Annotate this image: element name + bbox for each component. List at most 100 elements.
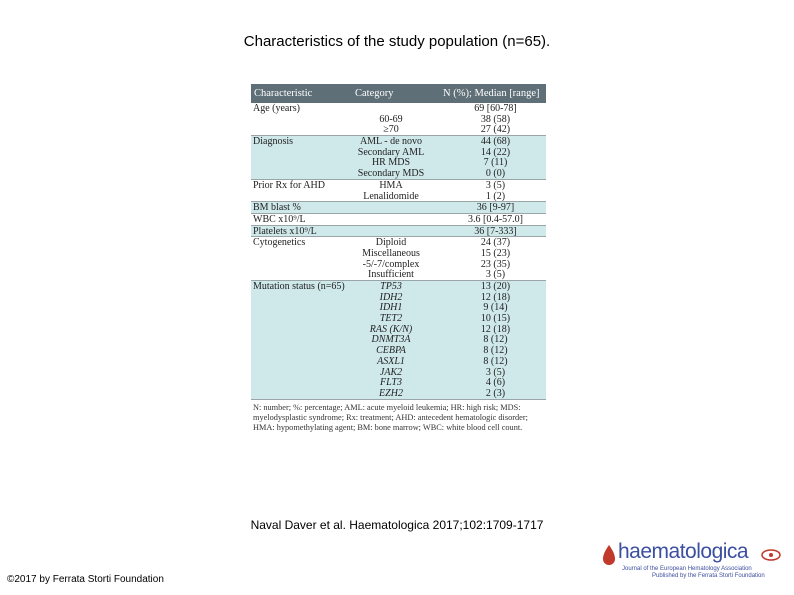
cell-value: 24 (37) [480, 237, 511, 249]
cell-category: Lenalidomide [363, 190, 419, 202]
cell-category: ASXL1 [377, 355, 405, 367]
table-row: EZH2 2 (3) [251, 388, 546, 399]
table-row: ≥70 27 (42) [251, 124, 546, 135]
table-row: TET2 10 (15) [251, 313, 546, 324]
header-category: Category [355, 88, 394, 99]
cell-value: 8 (12) [483, 334, 508, 346]
cell-value: 1 (2) [485, 190, 506, 202]
cell-category: FLT3 [379, 377, 403, 389]
table-row: DNMT3A 8 (12) [251, 334, 546, 345]
table-row: Age (years) 69 [60-78] [251, 103, 546, 114]
logo-subtitle-2: Published by the Ferrata Storti Foundati… [652, 573, 765, 579]
cell-characteristic: Mutation status (n=65) [253, 281, 345, 292]
copyright: ©2017 by Ferrata Storti Foundation [7, 574, 164, 585]
table-row-group: Platelets x10⁹/L 36 [7-333] [251, 224, 546, 237]
cell-category: 60-69 [379, 113, 403, 125]
haematologica-logo: haematologica Journal of the European He… [600, 540, 790, 580]
table-row: Secondary AML 14 (22) [251, 147, 546, 158]
table-row: BM blast % 36 [9-97] [251, 202, 546, 213]
cell-value: 4 (6) [485, 377, 506, 389]
table-row: IDH1 9 (14) [251, 302, 546, 313]
header-n-median: N (%); Median [range] [443, 88, 540, 99]
cell-characteristic: Platelets x10⁹/L [253, 225, 317, 237]
table-row: Diagnosis AML - de novo 44 (68) [251, 136, 546, 147]
table-row: Miscellaneous 15 (23) [251, 248, 546, 259]
table-row: 60-69 38 (58) [251, 114, 546, 125]
cell-characteristic: BM blast % [253, 202, 301, 214]
cell-value: 8 (12) [483, 345, 508, 357]
table-row: Mutation status (n=65) TP53 13 (20) [251, 281, 546, 292]
table-row: Platelets x10⁹/L 36 [7-333] [251, 226, 546, 237]
cell-category: Insufficient [368, 269, 414, 281]
slide-title: Characteristics of the study population … [243, 33, 551, 50]
logo-subtitle-1: Journal of the European Hematology Assoc… [622, 566, 752, 572]
cell-category: RAS (K/N) [369, 323, 413, 335]
citation: Naval Daver et al. Haematologica 2017;10… [250, 518, 544, 532]
table-row: Prior Rx for AHD HMA 3 (5) [251, 180, 546, 191]
cell-value: 27 (42) [480, 124, 511, 136]
table-row: Lenalidomide 1 (2) [251, 191, 546, 202]
table-body: Age (years) 69 [60-78] 60-69 38 (58) ≥70 27 (… [251, 103, 546, 399]
logo-wordmark: haematologica [618, 540, 749, 563]
table-row-group: Mutation status (n=65) TP53 13 (20) IDH2 12 … [251, 280, 546, 399]
cell-category: EZH2 [379, 387, 403, 399]
logo-emblem-icon [761, 549, 781, 561]
cell-characteristic: Diagnosis [253, 136, 293, 148]
table-row: JAK2 3 (5) [251, 367, 546, 378]
cell-value: 13 (20) [480, 281, 511, 292]
cell-category: -5/-7/complex [362, 258, 420, 270]
table-row-group: Prior Rx for AHD HMA 3 (5) Lenalidomide 1 (2… [251, 178, 546, 202]
cell-value: 36 [9-97] [476, 202, 515, 214]
cell-value: 10 (15) [480, 313, 511, 325]
cell-value: 14 (22) [480, 146, 511, 158]
cell-value: 36 [7-333] [474, 225, 517, 237]
cell-value: 7 (11) [483, 157, 508, 169]
cell-category: JAK2 [379, 366, 403, 378]
cell-value: 0 (0) [485, 168, 506, 180]
cell-category: AML - de novo [359, 136, 423, 148]
table-footnote: N: number; %: percentage; AML: acute mye… [251, 398, 546, 433]
header-characteristic: Characteristic [254, 88, 313, 99]
cell-value: 8 (12) [483, 355, 508, 367]
cell-characteristic: WBC x10⁹/L [253, 213, 306, 225]
cell-value: 23 (35) [480, 258, 511, 270]
table-row-group: BM blast % 36 [9-97] [251, 201, 546, 213]
cell-category: Secondary AML [357, 146, 425, 158]
logo-drop-icon [603, 545, 615, 565]
table-row: Cytogenetics Diploid 24 (37) [251, 237, 546, 248]
cell-category: Miscellaneous [362, 247, 420, 259]
cell-category: HR MDS [371, 157, 411, 169]
cell-characteristic: Age (years) [253, 103, 300, 114]
cell-category: TET2 [379, 313, 403, 325]
cell-category: TP53 [380, 281, 402, 292]
cell-category: Diploid [375, 237, 407, 249]
cell-value: 12 (18) [480, 291, 511, 303]
cell-characteristic: Prior Rx for AHD [253, 179, 325, 191]
cell-characteristic: Cytogenetics [253, 237, 306, 249]
table-row: HR MDS 7 (11) [251, 157, 546, 168]
cell-category: Secondary MDS [357, 168, 425, 180]
table-row-group: Cytogenetics Diploid 24 (37) Miscellaneous 1… [251, 236, 546, 280]
table-row: FLT3 4 (6) [251, 377, 546, 388]
table-row: RAS (K/N) 12 (18) [251, 324, 546, 335]
table-header: Characteristic Category N (%); Median [r… [251, 84, 546, 103]
table-row: IDH2 12 (18) [251, 292, 546, 303]
characteristics-table: Characteristic Category N (%); Median [r… [251, 84, 546, 493]
table-row: Secondary MDS 0 (0) [251, 168, 546, 179]
cell-value: 2 (3) [485, 387, 506, 399]
table-row: -5/-7/complex 23 (35) [251, 259, 546, 270]
cell-value: 3 (5) [485, 366, 506, 378]
cell-value: 38 (58) [480, 113, 511, 125]
cell-category: IDH2 [379, 291, 403, 303]
cell-category: CEBPA [376, 345, 406, 357]
cell-category: ≥70 [383, 124, 399, 136]
table-row-group: WBC x10⁹/L 3.6 [0.4-57.0] [251, 212, 546, 225]
table-row-group: Age (years) 69 [60-78] 60-69 38 (58) ≥70 27 (… [251, 103, 546, 135]
table-row: WBC x10⁹/L 3.6 [0.4-57.0] [251, 214, 546, 225]
cell-value: 3 (5) [485, 179, 506, 191]
table-row: CEBPA 8 (12) [251, 345, 546, 356]
cell-category: DNMT3A [371, 334, 411, 346]
cell-category: IDH1 [379, 302, 403, 314]
cell-value: 9 (14) [483, 302, 508, 314]
cell-value: 69 [60-78] [474, 103, 517, 114]
